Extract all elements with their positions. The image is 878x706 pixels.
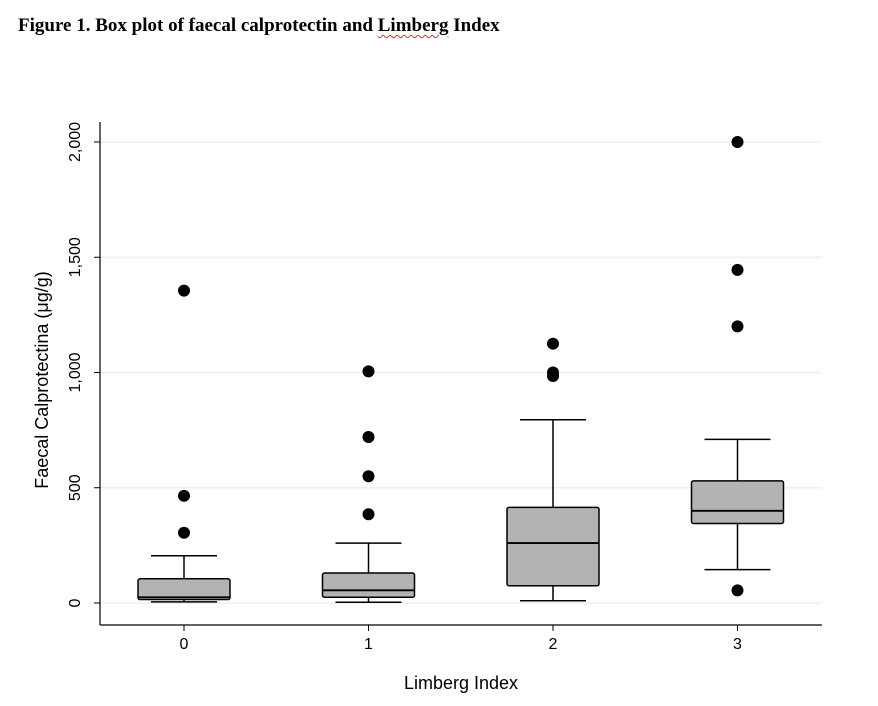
outlier-point bbox=[547, 337, 559, 350]
x-tick-label: 2 bbox=[549, 636, 558, 653]
y-tick-label: 2,000 bbox=[67, 122, 84, 162]
outlier-point bbox=[362, 508, 375, 521]
y-tick-label: 0 bbox=[67, 598, 84, 607]
box-group-2 bbox=[506, 337, 600, 602]
y-tick-label: 1,500 bbox=[67, 237, 84, 277]
outlier-point bbox=[731, 320, 744, 333]
outlier-point bbox=[731, 263, 744, 276]
outlier-point bbox=[547, 366, 559, 379]
boxes-layer bbox=[137, 136, 785, 604]
x-tick-label: 1 bbox=[364, 636, 373, 653]
box-iqr bbox=[506, 506, 600, 587]
grid-lines bbox=[100, 141, 822, 604]
x-tick-label: 0 bbox=[180, 636, 189, 653]
outlier-point bbox=[362, 470, 375, 483]
outlier-point bbox=[178, 284, 190, 297]
x-tick-label: 3 bbox=[733, 636, 742, 653]
box-group-0 bbox=[137, 284, 231, 603]
outlier-point bbox=[178, 489, 190, 502]
figure-title-suffix: Index bbox=[448, 15, 500, 36]
outlier-point bbox=[362, 365, 375, 378]
y-axis-label: Faecal Calprotectina (μg/g) bbox=[32, 271, 52, 488]
outlier-point bbox=[731, 136, 744, 148]
figure-title-underlined: Limberg bbox=[377, 15, 449, 36]
y-tick-label: 500 bbox=[67, 474, 84, 501]
box-iqr bbox=[137, 578, 231, 601]
figure-title: Figure 1. Box plot of faecal calprotecti… bbox=[18, 15, 500, 37]
outlier-point bbox=[178, 526, 190, 539]
plot-region-background bbox=[92, 97, 844, 700]
box-group-3 bbox=[690, 136, 785, 597]
x-axis-label: Limberg Index bbox=[404, 673, 518, 693]
box-iqr bbox=[690, 480, 785, 525]
outlier-point bbox=[362, 431, 375, 444]
box-group-1 bbox=[321, 365, 416, 604]
axes-layer: 0 500 1,000 1,500 2,000 0 1 2 3 bbox=[67, 122, 822, 653]
y-tick-label: 1,000 bbox=[67, 352, 84, 392]
figure-title-text: Figure 1. Box plot of faecal calprotecti… bbox=[18, 15, 378, 36]
outlier-point bbox=[731, 584, 744, 597]
box-iqr bbox=[321, 572, 416, 598]
